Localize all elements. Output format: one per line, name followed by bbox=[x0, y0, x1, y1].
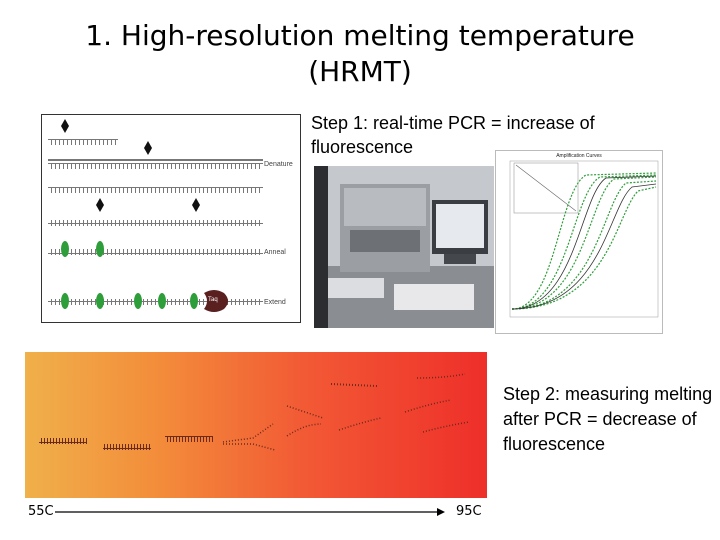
dna-strand bbox=[48, 220, 263, 226]
amplification-curves bbox=[511, 172, 657, 310]
start-temp-label: 55C bbox=[28, 504, 54, 519]
step2-text: Step 2: measuring melting after PCR = de… bbox=[503, 384, 713, 454]
lab-photo bbox=[314, 166, 494, 328]
melting-panel bbox=[25, 352, 487, 498]
fluorescent-dye-icons bbox=[61, 241, 104, 257]
denature-label: Denature bbox=[264, 161, 293, 168]
dsdna-strand bbox=[165, 436, 213, 442]
dsdna-strand bbox=[103, 444, 151, 450]
taq-label: Taq bbox=[208, 297, 218, 303]
end-temp-label: 95C bbox=[456, 504, 482, 519]
pcr-diagram-svg bbox=[48, 119, 263, 312]
dsdna-strand bbox=[39, 438, 87, 444]
amplification-chart-title: Amplification Curves bbox=[556, 153, 602, 159]
melting-strands-svg bbox=[39, 373, 470, 451]
lab-photo-illustration bbox=[314, 166, 494, 328]
taq-polymerase-icon bbox=[204, 290, 228, 312]
slide-title: 1. High-resolution melting temperature (… bbox=[0, 18, 720, 90]
amplification-chart: Amplification Curves bbox=[495, 150, 663, 334]
anneal-label: Anneal bbox=[264, 249, 286, 256]
primer-icon bbox=[61, 119, 69, 133]
extend-label: Extend bbox=[264, 299, 286, 306]
single-strand bbox=[48, 139, 118, 145]
title-line-1: 1. High-resolution melting temperature bbox=[85, 19, 635, 52]
primer-icon bbox=[192, 198, 200, 212]
pcr-cycle-diagram: Denature Anneal Extend Taq bbox=[41, 114, 301, 323]
dna-strand bbox=[48, 187, 263, 193]
temperature-arrow-icon bbox=[55, 508, 445, 516]
title-line-2: (HRMT) bbox=[308, 55, 412, 88]
amplification-curves-svg bbox=[509, 160, 659, 318]
dna-double-strand bbox=[48, 163, 263, 169]
primer-icon bbox=[144, 141, 152, 155]
step1-text: Step 1: real-time PCR = increase of fluo… bbox=[311, 113, 595, 157]
primer-icon bbox=[96, 198, 104, 212]
